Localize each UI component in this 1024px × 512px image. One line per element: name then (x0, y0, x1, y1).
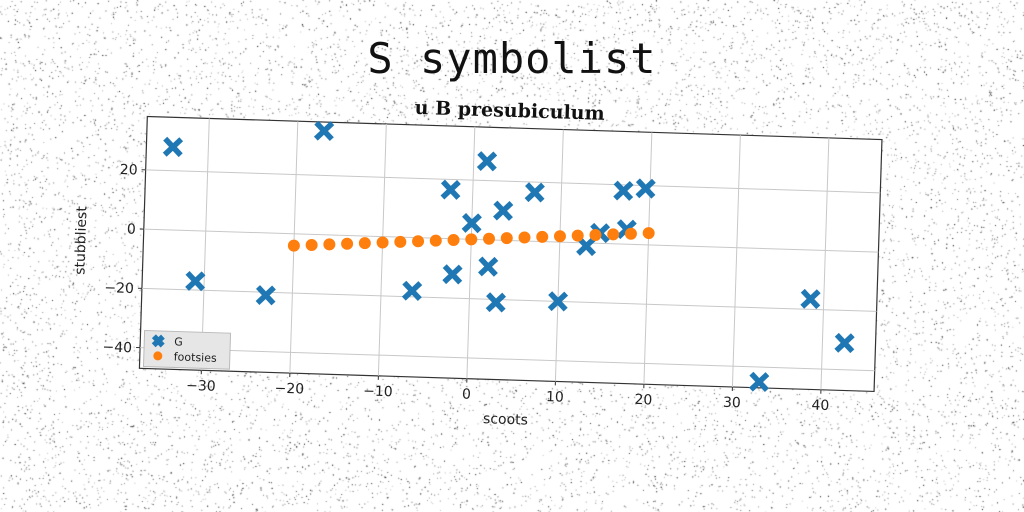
point-marker-1 (341, 237, 354, 250)
point-marker-1 (607, 228, 620, 241)
point-marker-1 (412, 235, 425, 248)
point-marker-1 (624, 227, 637, 240)
x-grid-line (731, 135, 741, 388)
page-title: S symbolist (367, 34, 657, 83)
x-tick-label: −30 (186, 378, 216, 395)
point-marker-1 (287, 239, 300, 252)
point-marker-1 (465, 233, 478, 246)
point-marker-0 (800, 288, 821, 310)
x-grid-line (554, 129, 564, 382)
point-marker-1 (394, 235, 407, 248)
point-marker-0 (635, 178, 656, 199)
x-tick-label: 20 (634, 392, 652, 409)
point-marker-1 (429, 234, 442, 247)
x-grid-line (466, 126, 476, 379)
legend-marker (153, 351, 163, 361)
point-marker-1 (483, 232, 496, 245)
y-grid-line (145, 169, 881, 194)
point-marker-0 (255, 285, 276, 306)
x-axis-ticks: −30 −20 −10 0 10 20 30 40 (186, 370, 830, 414)
point-marker-0 (493, 200, 514, 221)
point-marker-0 (485, 292, 507, 313)
point-marker-1 (536, 230, 549, 243)
point-marker-1 (376, 236, 389, 249)
x-grid-line (820, 137, 830, 390)
point-marker-1 (518, 231, 531, 244)
y-tick-label: 20 (120, 162, 138, 179)
point-marker-1 (642, 227, 655, 240)
legend-box (142, 329, 232, 370)
point-marker-0 (442, 264, 463, 285)
point-marker-0 (524, 182, 545, 203)
y-grid-line (140, 347, 875, 372)
point-marker-1 (589, 228, 602, 241)
x-grid-line (200, 118, 210, 371)
point-marker-0 (478, 256, 499, 277)
plot-area (138, 115, 883, 393)
point-marker-0 (440, 179, 461, 200)
y-tick-label: 0 (127, 222, 136, 238)
point-marker-0 (162, 136, 184, 158)
legend-marker (151, 334, 165, 348)
point-marker-1 (571, 229, 584, 242)
point-marker-1 (305, 239, 318, 252)
y-axis-label: stubbliest (72, 205, 90, 275)
point-marker-0 (834, 332, 855, 354)
y-tick-label: −40 (102, 339, 132, 356)
y-tick-label: −20 (104, 280, 134, 297)
x-grid-line (377, 123, 387, 376)
data-marks (162, 120, 855, 393)
x-tick-label: 10 (546, 389, 564, 406)
point-marker-0 (313, 120, 335, 142)
point-marker-0 (461, 212, 482, 234)
point-marker-1 (447, 233, 460, 246)
point-marker-0 (476, 151, 498, 172)
legend-label: G (174, 335, 183, 348)
x-tick-label: 40 (811, 397, 829, 414)
x-tick-label: −10 (363, 383, 393, 400)
point-marker-0 (749, 371, 770, 393)
legend-label: footsies (174, 350, 218, 364)
point-marker-0 (401, 280, 423, 302)
point-marker-0 (185, 270, 206, 292)
point-marker-1 (553, 230, 566, 243)
point-marker-1 (358, 237, 371, 250)
point-marker-0 (547, 291, 569, 312)
x-tick-label: 0 (462, 386, 471, 402)
y-axis-ticks: −40 −20 0 20 (102, 162, 146, 356)
point-marker-1 (500, 232, 513, 245)
x-tick-label: −20 (274, 381, 304, 398)
point-marker-0 (613, 180, 634, 201)
x-grid-line (643, 132, 653, 385)
chart-subtitle: u B presubiculum (414, 97, 605, 125)
point-marker-1 (323, 238, 336, 251)
x-axis-label: scoots (483, 411, 528, 428)
x-tick-label: 30 (723, 395, 741, 412)
